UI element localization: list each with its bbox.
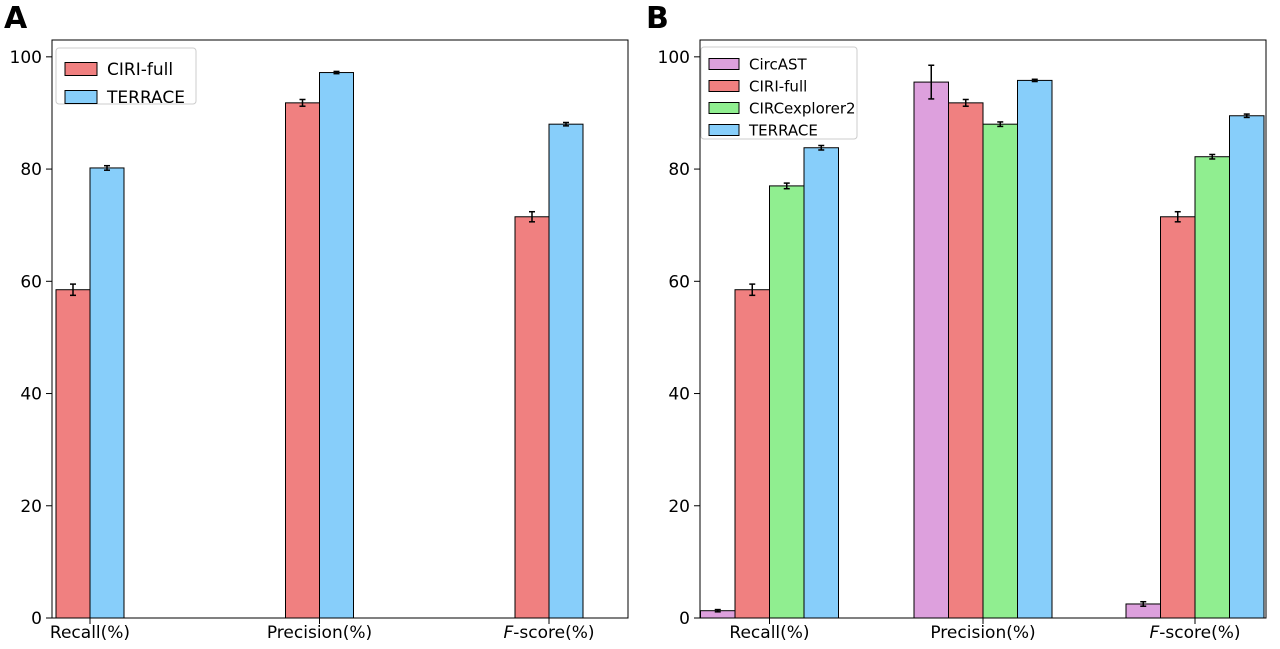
legend-label-b-0: CircAST	[749, 55, 808, 73]
legend-label-a-0: CIRI-full	[107, 60, 173, 80]
error-bar-a-0-1	[299, 98, 306, 107]
legend-label-b-3: TERRACE	[748, 121, 818, 139]
legend-b: CircAST CIRI-full CIRCexplorer2 TERRACE	[700, 46, 858, 140]
legend-label-b-1: CIRI-full	[749, 77, 807, 95]
bar-a-1-2	[548, 123, 584, 619]
error-bar-b-1-1	[962, 98, 969, 107]
error-bar-a-0-0	[70, 283, 76, 297]
bar-b-1-0	[734, 289, 770, 619]
chart-panel-a: A 0 20 40 60 80 100 Recall(%) Precision(%) F-scor…	[4, 1, 629, 643]
legend-swatch-b-3	[708, 124, 740, 136]
error-bar-b-2-0	[783, 182, 790, 190]
bar-b-2-2	[1194, 156, 1230, 619]
y-tick-label-a-2: 40	[20, 385, 42, 405]
bar-b-3-2	[1229, 115, 1265, 619]
panel-letter-b: B	[646, 1, 669, 36]
error-bar-b-1-2	[1174, 210, 1181, 223]
legend-swatch-a-0	[64, 62, 98, 76]
bar-b-3-0	[803, 147, 839, 619]
legend-label-b-2: CIRCexplorer2	[749, 99, 856, 117]
legend-a: CIRI-full TERRACE	[55, 47, 197, 108]
legend-label-a-1: TERRACE	[106, 88, 185, 108]
axes-frame-a	[51, 39, 629, 619]
bar-a-1-0	[89, 167, 125, 619]
y-tick-label-b-1: 20	[668, 497, 690, 517]
y-tick-label-a-5: 100	[10, 48, 42, 68]
error-bar-b-0-0	[714, 608, 721, 613]
bar-a-0-1	[285, 102, 320, 619]
legend-box-b	[700, 46, 858, 140]
bar-b-0-1	[913, 81, 949, 619]
x-tick-label-b-1: Precision(%)	[930, 623, 1035, 643]
bar-b-1-1	[948, 102, 984, 619]
error-bar-b-1-0	[749, 283, 756, 297]
error-bar-a-1-1	[333, 70, 340, 75]
legend-swatch-b-2	[708, 102, 740, 114]
error-bar-a-1-2	[563, 121, 569, 127]
legend-swatch-a-1	[64, 90, 98, 104]
bar-b-2-0	[769, 185, 805, 619]
y-tick-label-b-5: 100	[658, 48, 690, 68]
y-tick-label-b-3: 60	[668, 272, 690, 292]
error-bar-a-1-0	[104, 164, 110, 171]
x-tick-label-a-2: F-score(%)	[503, 623, 594, 643]
x-tick-label-a-0: Recall(%)	[50, 623, 130, 643]
y-tick-label-b-4: 80	[668, 160, 690, 180]
x-tick-label-a-1: Precision(%)	[267, 623, 372, 643]
legend-swatch-b-1	[708, 80, 740, 92]
bar-a-1-1	[319, 72, 354, 619]
y-tick-label-b-2: 40	[668, 385, 690, 405]
panel-letter-a: A	[4, 1, 28, 36]
y-tick-label-a-1: 20	[20, 497, 42, 517]
y-tick-label-a-0: 0	[31, 609, 42, 629]
y-tick-label-a-4: 80	[20, 160, 42, 180]
error-bar-b-3-1	[1031, 78, 1038, 83]
x-tick-label-b-0: Recall(%)	[729, 623, 809, 643]
error-bar-b-2-1	[997, 121, 1004, 128]
legend-swatch-b-0	[708, 58, 740, 70]
error-bar-a-0-2	[529, 210, 535, 223]
error-bar-b-2-2	[1209, 153, 1216, 160]
error-bar-b-0-1	[928, 64, 935, 100]
error-bar-b-0-2	[1140, 600, 1147, 607]
chart-panel-b: B 0 20 40 60 80 100 Recall(%) Precision(%) F-scor…	[646, 1, 1267, 643]
bar-a-0-2	[514, 216, 550, 619]
error-bar-b-3-2	[1243, 113, 1250, 119]
y-tick-label-b-0: 0	[679, 609, 690, 629]
y-tick-label-a-3: 60	[20, 272, 42, 292]
bar-b-2-1	[982, 123, 1018, 619]
bar-b-1-2	[1160, 216, 1196, 619]
bar-b-3-1	[1017, 79, 1053, 619]
x-tick-label-b-2: F-score(%)	[1149, 623, 1240, 643]
bar-a-0-0	[55, 289, 91, 619]
error-bar-b-3-0	[818, 144, 825, 151]
